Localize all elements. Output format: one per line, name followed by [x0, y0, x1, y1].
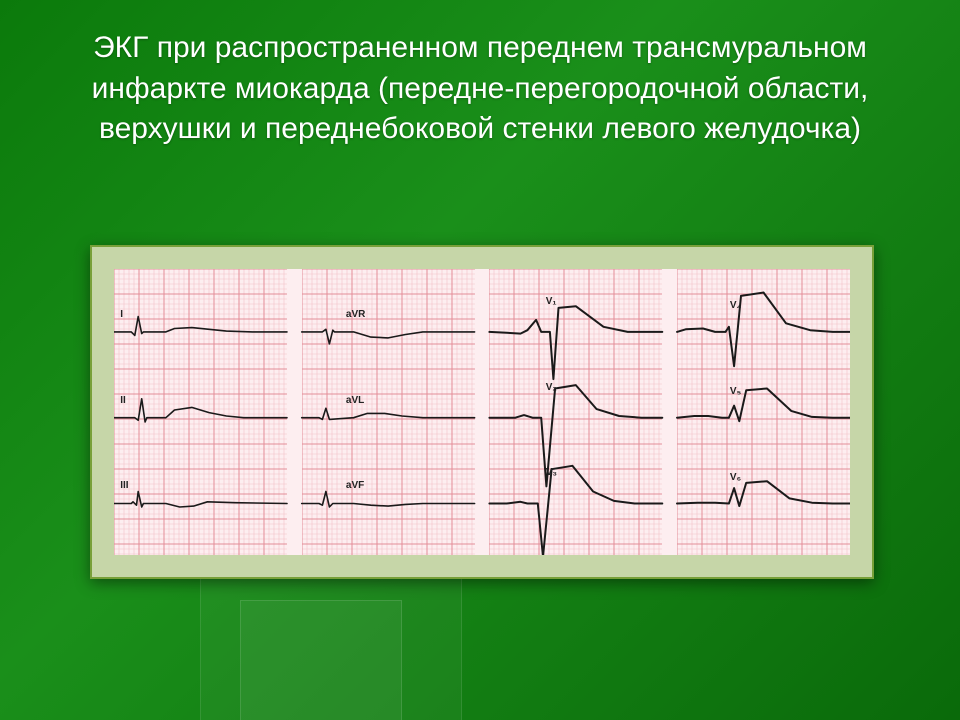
decor-square-2 — [240, 600, 402, 720]
ecg-lead-label-aVF: aVF — [345, 480, 365, 491]
ecg-lead-label-aVL: aVL — [345, 395, 365, 406]
ecg-strip: IIIIIIaVRaVLaVFV₁V₂V₃V₄V₅V₆ — [114, 269, 850, 555]
ecg-trace-V₅ — [677, 389, 850, 422]
ecg-lead-label-II: II — [119, 395, 127, 406]
ecg-lead-label-V₂: V₂ — [545, 382, 558, 393]
slide: ЭКГ при распространенном переднем трансм… — [0, 0, 960, 720]
ecg-trace-aVL — [302, 408, 475, 419]
slide-title: ЭКГ при распространенном переднем трансм… — [80, 28, 880, 150]
ecg-trace-aVF — [302, 492, 475, 508]
ecg-lead-label-I: I — [119, 309, 124, 320]
ecg-lead-label-aVR: aVR — [345, 309, 366, 320]
ecg-trace-V₁ — [489, 306, 662, 379]
ecg-lead-label-V₁: V₁ — [545, 296, 558, 307]
ecg-lead-label-V₄: V₄ — [729, 300, 742, 311]
ecg-trace-V₃ — [489, 466, 662, 555]
ecg-trace-II — [114, 399, 287, 422]
ecg-frame: IIIIIIaVRaVLaVFV₁V₂V₃V₄V₅V₆ — [90, 245, 874, 579]
ecg-trace-V₄ — [677, 293, 850, 367]
ecg-trace-aVR — [302, 329, 475, 344]
ecg-trace-III — [114, 492, 287, 508]
ecg-trace-V₆ — [677, 481, 850, 506]
ecg-trace-I — [114, 317, 287, 336]
ecg-traces — [114, 269, 850, 555]
ecg-lead-label-V₅: V₅ — [729, 386, 742, 397]
ecg-lead-label-III: III — [119, 480, 129, 491]
ecg-lead-label-V₆: V₆ — [729, 472, 742, 483]
ecg-lead-label-V₃: V₃ — [545, 467, 558, 478]
